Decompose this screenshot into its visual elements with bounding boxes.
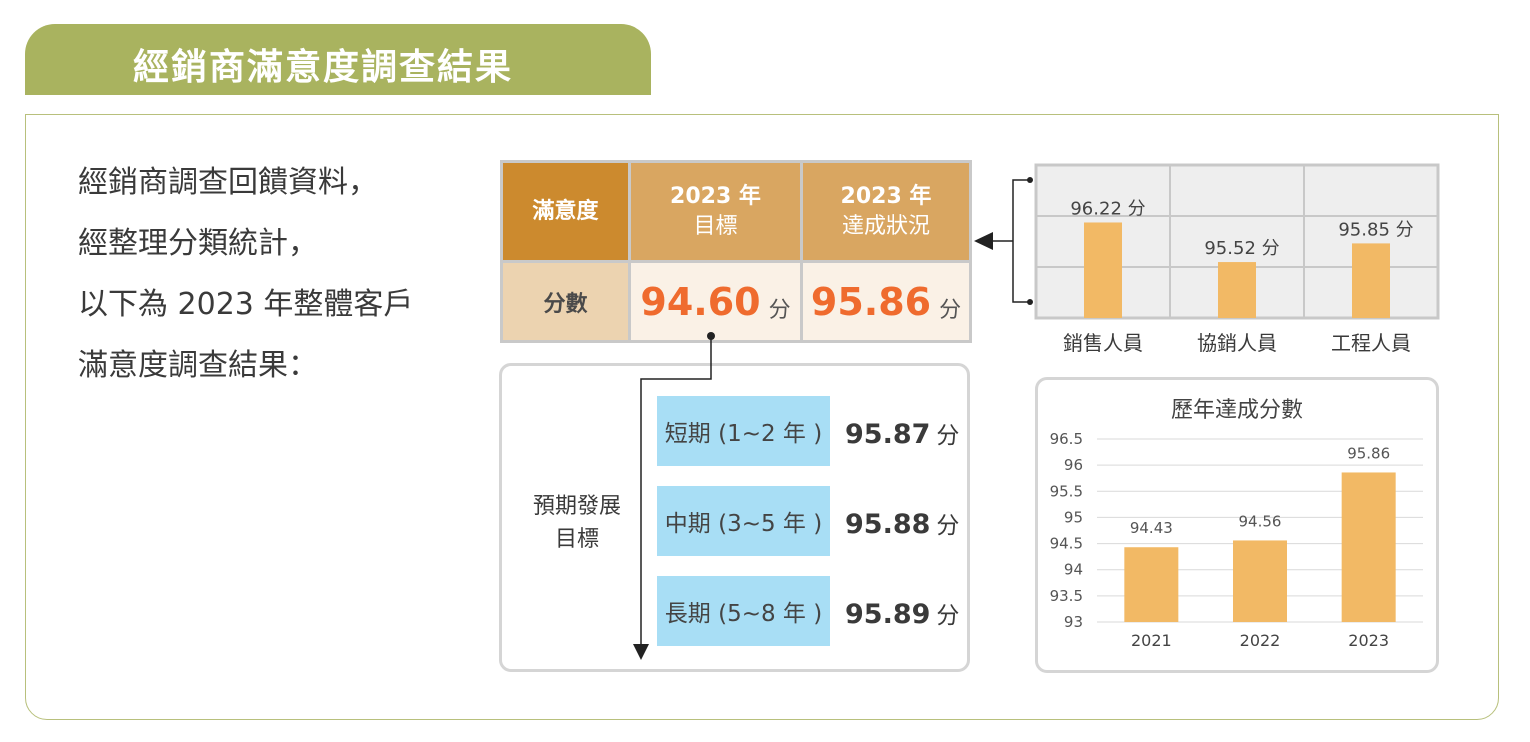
target-header: 2023 年 目標 (631, 163, 800, 260)
goal-value-number: 95.88 (845, 509, 931, 540)
target-header-line2: 目標 (693, 213, 738, 239)
data-label: 95.52 分 (1204, 238, 1279, 259)
actual-header-line1: 2023 年 (840, 183, 932, 209)
intro-line: 滿意度調查結果： (78, 348, 318, 383)
y-tick-label: 95 (1064, 508, 1083, 526)
title-banner (25, 24, 651, 95)
data-label: 95.85 分 (1338, 219, 1413, 240)
intro-text: 經銷商調查回饋資料， 經整理分類統計， 以下為 2023 年整體客戶 滿意度調查… (78, 152, 478, 396)
goal-period: 短期 (1~2 年 ) (657, 396, 830, 466)
goal-value-unit: 分 (936, 513, 960, 539)
data-label: 94.56 (1239, 512, 1282, 530)
bar (1124, 547, 1179, 622)
category-label: 工程人員 (1331, 331, 1411, 355)
corner-header-label: 滿意度 (532, 198, 599, 224)
goals-label-line1: 預期發展 (532, 494, 621, 519)
goal-period: 中期 (3~5 年 ) (657, 486, 830, 556)
y-tick-label: 94.5 (1050, 535, 1083, 553)
corner-header: 滿意度 (503, 163, 628, 260)
data-label: 96.22 分 (1070, 198, 1145, 219)
y-tick-label: 93.5 (1050, 587, 1083, 605)
row-label: 分數 (503, 263, 628, 340)
x-tick-label: 2021 (1131, 631, 1172, 650)
category-label: 銷售人員 (1063, 331, 1143, 355)
goal-value-number: 95.87 (845, 419, 931, 450)
data-label: 94.43 (1130, 519, 1173, 537)
category-label: 協銷人員 (1197, 331, 1277, 355)
target-score-cell: 94.60 分 (631, 263, 800, 340)
bar (1218, 262, 1256, 318)
y-tick-label: 95.5 (1050, 482, 1083, 500)
goal-period: 長期 (5~8 年 ) (657, 576, 830, 646)
content-frame (25, 114, 1499, 720)
actual-score-cell: 95.86 分 (803, 263, 969, 340)
y-tick-label: 96 (1064, 456, 1083, 474)
target-score-unit: 分 (768, 297, 791, 323)
yearly-score-chart: 歷年達成分數 93 93.5 94 94.5 95 95.5 96 96.5 94.43 2021 9… (1050, 398, 1423, 650)
bar (1341, 472, 1396, 622)
target-score: 94.60 (640, 279, 761, 324)
goal-value-number: 95.89 (845, 599, 931, 630)
bar (1352, 243, 1390, 318)
intro-line: 經銷商調查回饋資料， (78, 165, 378, 200)
goal-value-unit: 分 (936, 603, 960, 629)
actual-score-unit: 分 (939, 297, 962, 323)
row-label-text: 分數 (543, 291, 588, 317)
goal-value: 95.89 分 (845, 596, 959, 630)
goal-value: 95.88 分 (845, 506, 959, 540)
bar (1233, 540, 1287, 622)
goals-label-line2: 目標 (554, 527, 599, 552)
chart-title: 歷年達成分數 (1171, 398, 1303, 423)
goal-value: 95.87 分 (845, 416, 959, 450)
actual-header: 2023 年 達成狀況 (803, 163, 969, 260)
data-label: 95.86 (1347, 444, 1390, 462)
intro-line: 以下為 2023 年整體客戶 (78, 287, 414, 322)
target-table: 滿意度 2023 年 目標 2023 年 達成狀況 分數 94.60 分 95.… (500, 160, 972, 343)
bar (1084, 222, 1122, 318)
y-tick-label: 96.5 (1050, 430, 1083, 448)
x-tick-label: 2023 (1348, 631, 1389, 650)
goals-label: 預期發展 目標 (521, 490, 633, 556)
actual-header-line2: 達成狀況 (841, 213, 930, 239)
intro-line: 經整理分類統計， (78, 226, 318, 261)
actual-score: 95.86 (810, 279, 932, 324)
target-header-line1: 2023 年 (670, 183, 761, 209)
y-tick-label: 94 (1064, 561, 1083, 579)
goal-value-unit: 分 (936, 423, 960, 449)
x-tick-label: 2022 (1240, 631, 1281, 650)
y-tick-label: 93 (1064, 613, 1083, 631)
page-title: 經銷商滿意度調查結果 (133, 47, 514, 88)
